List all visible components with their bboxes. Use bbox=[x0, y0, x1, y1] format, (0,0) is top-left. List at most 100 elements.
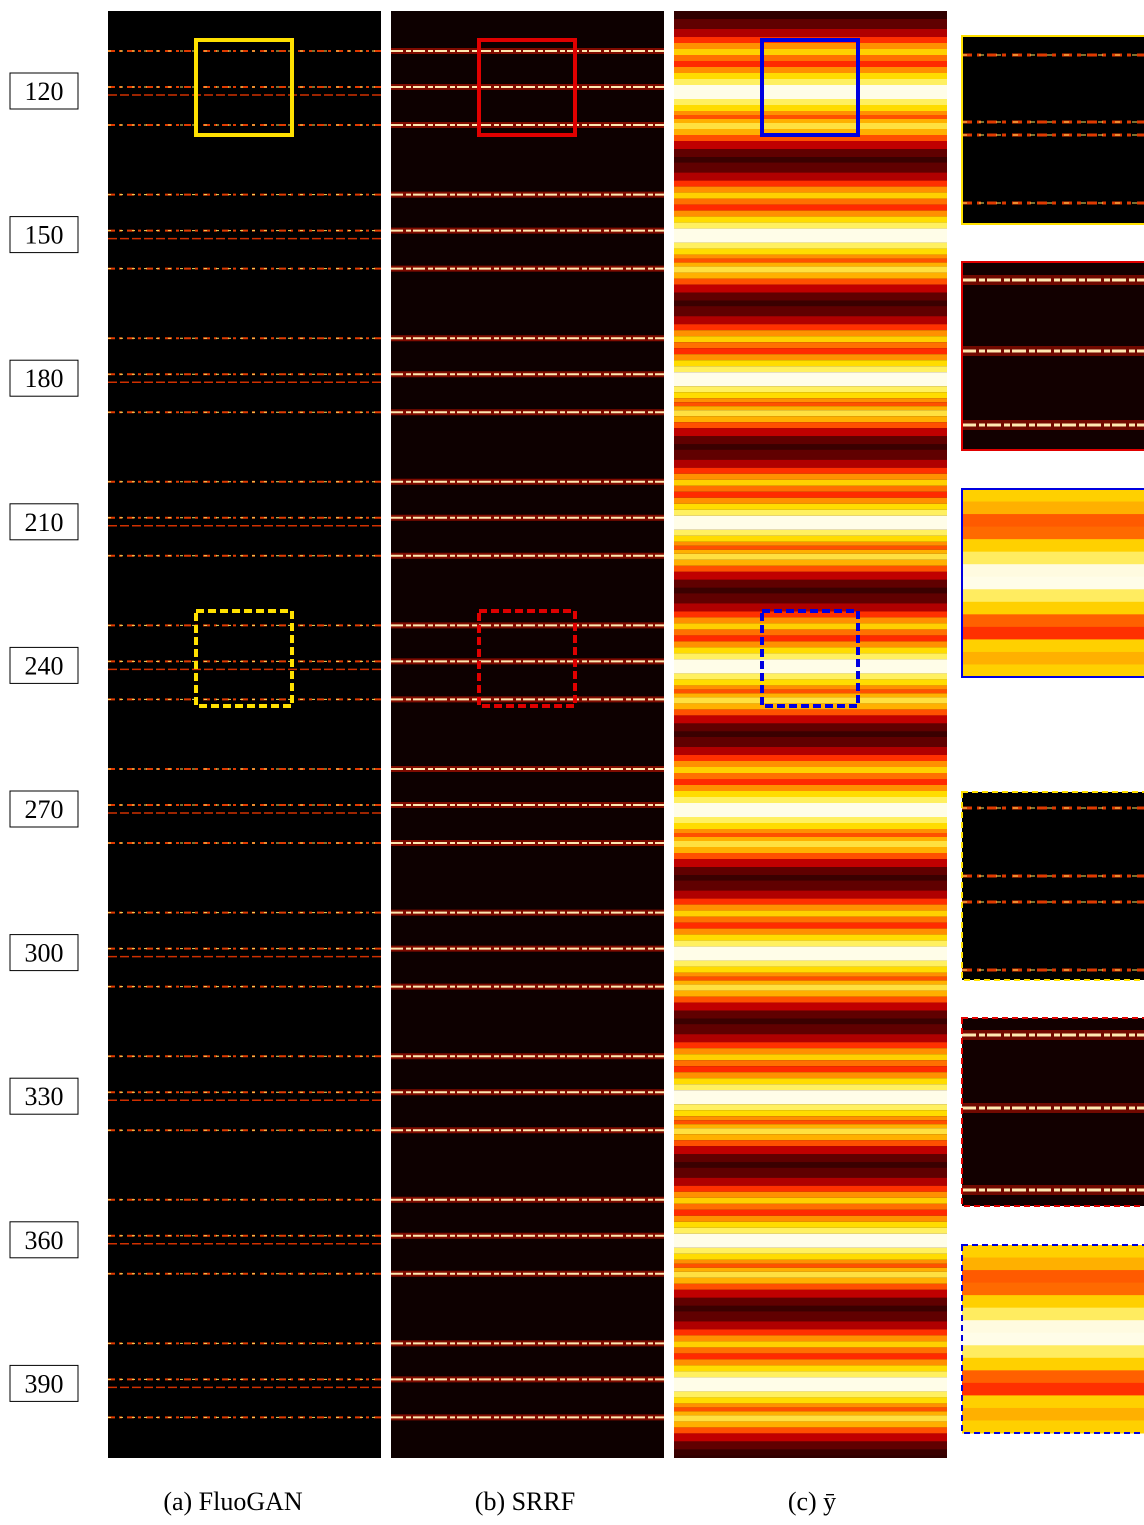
intensity-band bbox=[674, 579, 947, 588]
intensity-band bbox=[674, 1341, 947, 1348]
intensity-band bbox=[674, 976, 947, 981]
intensity-band bbox=[674, 803, 947, 817]
intensity-band bbox=[674, 509, 947, 516]
inset-band bbox=[962, 1420, 1144, 1434]
intensity-band bbox=[674, 180, 947, 187]
row-label: 390 bbox=[25, 1369, 64, 1398]
intensity-band bbox=[674, 972, 947, 977]
inset-border bbox=[961, 1017, 1144, 1207]
intensity-band bbox=[674, 149, 947, 157]
inset-band bbox=[962, 1282, 1144, 1296]
intensity-band bbox=[674, 386, 947, 393]
intensity-band bbox=[674, 278, 947, 285]
intensity-band bbox=[674, 292, 947, 301]
intensity-band bbox=[674, 348, 947, 355]
intensity-band bbox=[674, 1233, 947, 1248]
intensity-band bbox=[674, 402, 947, 407]
intensity-band bbox=[674, 330, 947, 337]
intensity-band bbox=[674, 996, 947, 1003]
intensity-band bbox=[674, 773, 947, 779]
intensity-band bbox=[674, 1116, 947, 1121]
label-box bbox=[9, 790, 79, 828]
intensity-band bbox=[674, 204, 947, 211]
intensity-band bbox=[674, 1024, 947, 1035]
intensity-band bbox=[674, 1377, 947, 1392]
intensity-band bbox=[674, 342, 947, 349]
row-label: 120 bbox=[25, 77, 64, 106]
label-box bbox=[9, 72, 79, 110]
intensity-band bbox=[674, 647, 947, 654]
intensity-band bbox=[674, 890, 947, 899]
intensity-band bbox=[674, 541, 947, 546]
intensity-band bbox=[674, 859, 947, 867]
intensity-band bbox=[674, 545, 947, 550]
inset-band bbox=[962, 1257, 1144, 1271]
inset-band bbox=[962, 614, 1144, 628]
intensity-band bbox=[674, 186, 947, 193]
zoom-box bbox=[760, 609, 860, 708]
intensity-band bbox=[674, 1124, 947, 1129]
intensity-band bbox=[674, 673, 947, 680]
intensity-band bbox=[674, 817, 947, 823]
intensity-band bbox=[674, 1427, 947, 1434]
intensity-band bbox=[674, 823, 947, 829]
intensity-band bbox=[674, 689, 947, 694]
intensity-band bbox=[674, 1263, 947, 1268]
intensity-band bbox=[674, 1277, 947, 1284]
intensity-band bbox=[674, 67, 947, 73]
intensity-band bbox=[674, 248, 947, 255]
intensity-band bbox=[674, 360, 947, 367]
intensity-band bbox=[674, 593, 947, 604]
intensity-band bbox=[674, 316, 947, 325]
inset-band bbox=[962, 576, 1144, 590]
intensity-band bbox=[674, 1407, 947, 1412]
intensity-band bbox=[674, 162, 947, 173]
intensity-band bbox=[674, 731, 947, 738]
intensity-band bbox=[674, 565, 947, 572]
intensity-band bbox=[674, 222, 947, 229]
intensity-band bbox=[674, 1359, 947, 1366]
intensity-band bbox=[674, 1449, 947, 1456]
intensity-band bbox=[674, 55, 947, 61]
intensity-band bbox=[674, 875, 947, 881]
intensity-band bbox=[674, 410, 947, 417]
intensity-band bbox=[674, 473, 947, 480]
intensity-band bbox=[674, 1146, 947, 1155]
intensity-band bbox=[674, 1247, 947, 1254]
label-box bbox=[9, 359, 79, 397]
intensity-band bbox=[674, 767, 947, 773]
intensity-band bbox=[674, 653, 947, 660]
intensity-band bbox=[674, 697, 947, 704]
intensity-band bbox=[674, 535, 947, 542]
intensity-band bbox=[674, 928, 947, 935]
intensity-band bbox=[674, 837, 947, 841]
intensity-band bbox=[674, 984, 947, 991]
intensity-band bbox=[674, 111, 947, 115]
row-label: 180 bbox=[25, 364, 64, 393]
label-box bbox=[9, 1077, 79, 1115]
inset-band bbox=[962, 1332, 1144, 1346]
inset-border bbox=[961, 35, 1144, 225]
intensity-band bbox=[674, 272, 947, 279]
intensity-band bbox=[674, 129, 947, 135]
label-box bbox=[9, 503, 79, 541]
intensity-band bbox=[674, 49, 947, 55]
intensity-band bbox=[674, 1415, 947, 1422]
intensity-band bbox=[674, 1221, 947, 1228]
intensity-band bbox=[674, 436, 947, 445]
row-label: 360 bbox=[25, 1226, 64, 1255]
row-label: 270 bbox=[25, 795, 64, 824]
intensity-band bbox=[674, 123, 947, 129]
intensity-band bbox=[674, 587, 947, 594]
inset-band bbox=[962, 564, 1144, 578]
intensity-band bbox=[674, 966, 947, 973]
intensity-band bbox=[674, 747, 947, 755]
intensity-band bbox=[674, 29, 947, 37]
intensity-band bbox=[674, 1185, 947, 1192]
intensity-band bbox=[674, 1060, 947, 1067]
intensity-band bbox=[674, 228, 947, 243]
intensity-band bbox=[674, 529, 947, 536]
intensity-band bbox=[674, 1167, 947, 1178]
intensity-band bbox=[674, 19, 947, 29]
